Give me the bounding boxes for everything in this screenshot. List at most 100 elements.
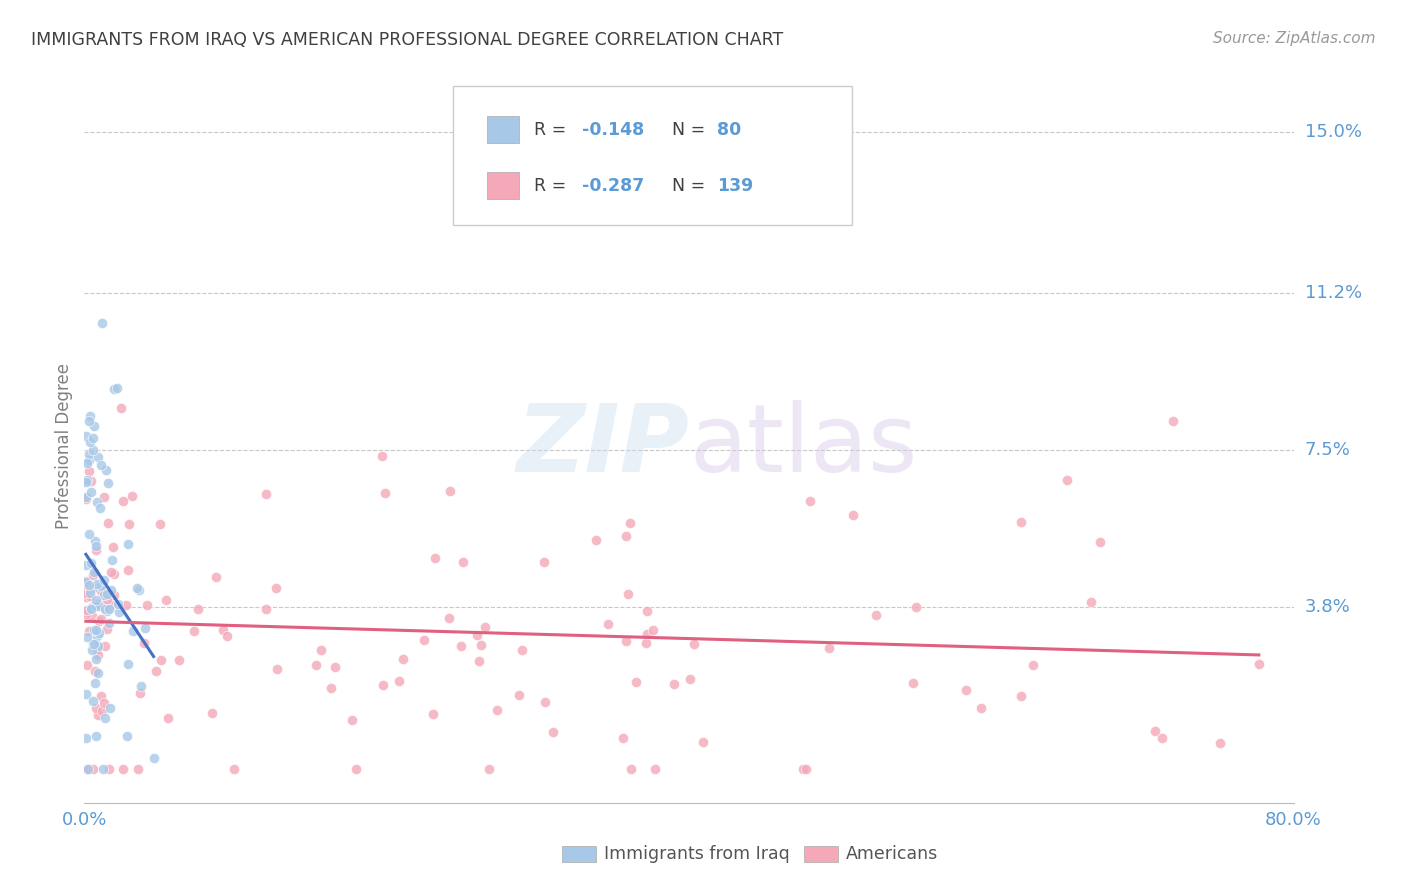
- Point: [77, 464, 100, 478]
- Point: [439, 483, 461, 498]
- Point: [77, 452, 100, 467]
- Point: [83, 419, 105, 434]
- Point: [794, 762, 817, 776]
- Point: [91, 316, 114, 330]
- Point: [84, 542, 107, 557]
- Point: [82, 581, 104, 595]
- Point: [77, 446, 100, 460]
- Point: [93, 490, 115, 504]
- Point: [468, 654, 491, 668]
- Point: [96, 622, 118, 636]
- Point: [478, 762, 501, 776]
- Point: [596, 617, 619, 632]
- Point: [309, 643, 332, 657]
- Point: [187, 601, 209, 615]
- Point: [75, 429, 97, 443]
- Point: [97, 602, 120, 616]
- Text: 3.8%: 3.8%: [1305, 599, 1350, 616]
- Point: [254, 487, 277, 501]
- Point: [86, 495, 108, 509]
- Point: [76, 630, 98, 644]
- Point: [103, 382, 125, 396]
- Point: [75, 687, 97, 701]
- Point: [508, 688, 530, 702]
- Point: [105, 381, 128, 395]
- Point: [155, 593, 177, 607]
- Point: [86, 628, 108, 642]
- Point: [80, 485, 103, 500]
- Point: [79, 600, 101, 615]
- Text: IMMIGRANTS FROM IRAQ VS AMERICAN PROFESSIONAL DEGREE CORRELATION CHART: IMMIGRANTS FROM IRAQ VS AMERICAN PROFESS…: [31, 31, 783, 49]
- Point: [692, 735, 714, 749]
- Point: [134, 621, 156, 635]
- Point: [107, 605, 129, 619]
- Point: [89, 501, 111, 516]
- Point: [970, 701, 993, 715]
- Point: [87, 648, 110, 662]
- Point: [156, 711, 179, 725]
- Point: [149, 516, 172, 531]
- Point: [634, 636, 657, 650]
- Point: [84, 592, 107, 607]
- Point: [644, 762, 666, 776]
- FancyBboxPatch shape: [562, 847, 596, 862]
- Point: [82, 762, 104, 776]
- Point: [84, 539, 107, 553]
- Point: [121, 489, 143, 503]
- Point: [82, 430, 104, 444]
- Point: [792, 762, 814, 776]
- Point: [183, 624, 205, 639]
- Point: [97, 762, 120, 776]
- Point: [135, 599, 157, 613]
- Point: [422, 706, 444, 721]
- Point: [93, 696, 115, 710]
- Point: [1143, 724, 1166, 739]
- Point: [75, 475, 97, 489]
- Point: [1080, 595, 1102, 609]
- Point: [683, 637, 706, 651]
- Point: [76, 602, 98, 616]
- Point: [91, 599, 114, 614]
- Point: [84, 700, 107, 714]
- Point: [1161, 413, 1184, 427]
- Point: [256, 602, 278, 616]
- Point: [437, 611, 460, 625]
- Point: [75, 574, 97, 588]
- Point: [87, 598, 110, 612]
- Point: [94, 639, 117, 653]
- Point: [305, 657, 328, 672]
- Point: [98, 701, 121, 715]
- Text: R =: R =: [534, 177, 571, 194]
- Point: [94, 463, 117, 477]
- Point: [87, 665, 110, 680]
- Point: [89, 614, 111, 628]
- Point: [392, 651, 415, 665]
- Point: [76, 456, 98, 470]
- Text: Source: ZipAtlas.com: Source: ZipAtlas.com: [1212, 31, 1375, 46]
- Point: [799, 494, 821, 508]
- Point: [82, 637, 104, 651]
- Point: [84, 652, 107, 666]
- FancyBboxPatch shape: [804, 847, 838, 862]
- Point: [614, 634, 637, 648]
- Point: [80, 474, 103, 488]
- Point: [129, 686, 152, 700]
- Point: [679, 672, 702, 686]
- Point: [1056, 473, 1078, 487]
- Point: [117, 729, 139, 743]
- Point: [79, 582, 101, 597]
- Text: Americans: Americans: [846, 846, 938, 863]
- Point: [616, 587, 638, 601]
- Point: [97, 516, 120, 530]
- Point: [619, 516, 641, 531]
- Point: [1209, 736, 1232, 750]
- Point: [76, 590, 98, 604]
- Point: [374, 485, 396, 500]
- Point: [167, 653, 190, 667]
- Point: [79, 586, 101, 600]
- Point: [83, 565, 105, 579]
- Point: [90, 579, 112, 593]
- Point: [75, 574, 97, 589]
- Point: [87, 639, 110, 653]
- Point: [149, 653, 172, 667]
